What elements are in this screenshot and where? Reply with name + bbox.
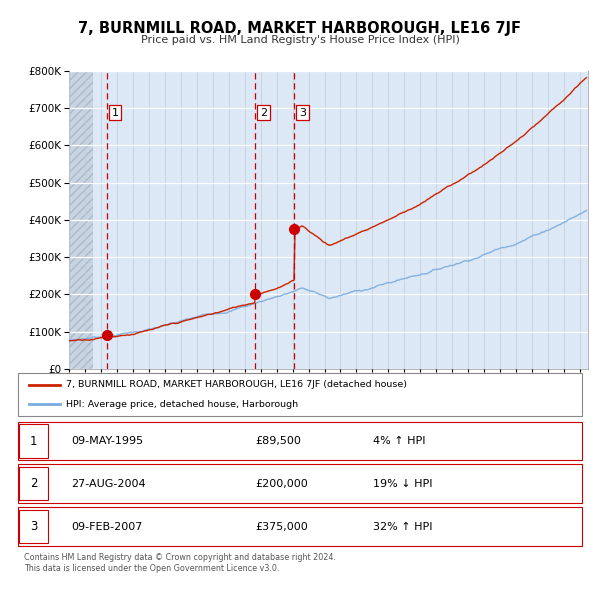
Text: 19% ↓ HPI: 19% ↓ HPI <box>373 478 433 489</box>
Text: 7, BURNMILL ROAD, MARKET HARBOROUGH, LE16 7JF: 7, BURNMILL ROAD, MARKET HARBOROUGH, LE1… <box>79 21 521 35</box>
Text: Price paid vs. HM Land Registry's House Price Index (HPI): Price paid vs. HM Land Registry's House … <box>140 35 460 45</box>
Text: 3: 3 <box>30 520 37 533</box>
Text: This data is licensed under the Open Government Licence v3.0.: This data is licensed under the Open Gov… <box>24 564 280 573</box>
Text: 3: 3 <box>299 107 306 117</box>
Text: 27-AUG-2004: 27-AUG-2004 <box>71 478 146 489</box>
Text: Contains HM Land Registry data © Crown copyright and database right 2024.: Contains HM Land Registry data © Crown c… <box>24 553 336 562</box>
Text: £375,000: £375,000 <box>255 522 308 532</box>
Text: 32% ↑ HPI: 32% ↑ HPI <box>373 522 433 532</box>
Text: 7, BURNMILL ROAD, MARKET HARBOROUGH, LE16 7JF (detached house): 7, BURNMILL ROAD, MARKET HARBOROUGH, LE1… <box>66 381 407 389</box>
Text: 2: 2 <box>30 477 37 490</box>
Text: 1: 1 <box>30 434 37 448</box>
Text: 4% ↑ HPI: 4% ↑ HPI <box>373 436 426 446</box>
Text: 09-FEB-2007: 09-FEB-2007 <box>71 522 143 532</box>
Text: HPI: Average price, detached house, Harborough: HPI: Average price, detached house, Harb… <box>66 400 298 409</box>
Text: 2: 2 <box>260 107 267 117</box>
Text: £200,000: £200,000 <box>255 478 308 489</box>
Text: £89,500: £89,500 <box>255 436 301 446</box>
Text: 09-MAY-1995: 09-MAY-1995 <box>71 436 144 446</box>
Text: 1: 1 <box>112 107 118 117</box>
